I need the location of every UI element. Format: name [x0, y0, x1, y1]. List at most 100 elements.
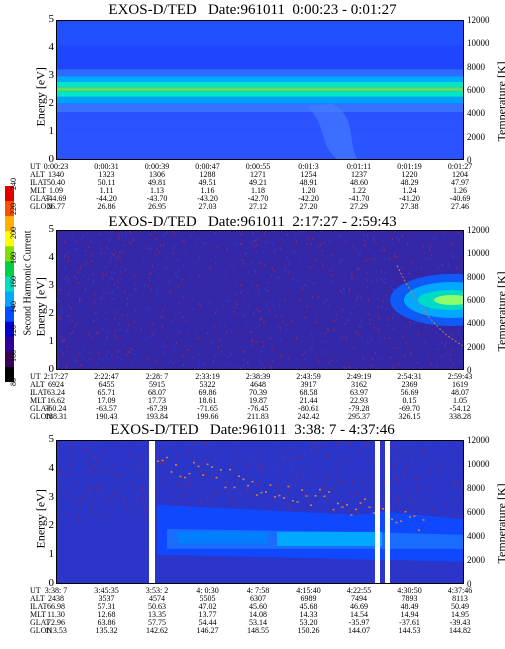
noise-speck: [410, 452, 412, 455]
noise-speck: [95, 487, 97, 490]
noise-speck: [312, 263, 314, 266]
noise-speck: [141, 498, 143, 501]
noise-speck: [58, 300, 60, 303]
temperature-point: [247, 484, 249, 487]
noise-speck: [119, 481, 121, 484]
noise-speck: [341, 479, 343, 482]
noise-speck: [366, 340, 368, 343]
noise-speck: [395, 478, 397, 481]
noise-speck: [298, 280, 300, 283]
ephemeris-value: 3537: [98, 594, 115, 603]
noise-speck: [62, 470, 64, 473]
noise-speck: [73, 248, 75, 251]
noise-speck: [141, 300, 143, 303]
ephemeris-value: 199.66: [196, 412, 219, 421]
noise-speck: [377, 329, 379, 332]
noise-speck: [311, 337, 313, 340]
noise-speck: [178, 302, 180, 305]
y2-axis-label: Temperature [K]: [494, 483, 505, 564]
noise-speck: [121, 474, 123, 477]
noise-speck: [205, 468, 207, 471]
noise-speck: [271, 472, 273, 475]
noise-speck: [166, 256, 168, 259]
noise-speck: [308, 348, 310, 351]
noise-speck: [73, 356, 75, 359]
ephemeris-value: 14.94: [400, 610, 419, 619]
noise-speck: [360, 319, 362, 322]
temperature-point: [296, 501, 299, 503]
y2-tick-label: 10000: [467, 38, 490, 49]
ephemeris-value: 4:15:40: [296, 586, 321, 595]
y2-tick-label: 8000: [467, 271, 485, 282]
noise-speck: [423, 251, 425, 254]
noise-speck: [283, 457, 285, 460]
noise-speck: [393, 465, 395, 468]
noise-speck: [165, 497, 167, 500]
noise-speck: [311, 296, 313, 299]
noise-speck: [146, 492, 148, 495]
noise-speck: [97, 470, 99, 473]
colorbar-segment: [5, 291, 14, 308]
noise-speck: [236, 479, 238, 482]
noise-speck: [369, 322, 371, 325]
noise-speck: [294, 459, 296, 462]
noise-speck: [144, 283, 146, 286]
noise-speck: [71, 446, 73, 449]
noise-speck: [210, 342, 212, 345]
noise-speck: [309, 266, 311, 269]
ephemeris-value: -41.20: [399, 194, 420, 203]
ephemeris-value: 1.09: [49, 186, 63, 195]
noise-speck: [246, 473, 248, 476]
noise-speck: [261, 316, 263, 319]
noise-speck: [441, 341, 443, 344]
noise-speck: [268, 337, 270, 340]
noise-speck: [164, 478, 166, 481]
noise-speck: [98, 351, 100, 354]
noise-speck: [178, 269, 180, 272]
noise-speck: [168, 362, 170, 365]
noise-speck: [76, 323, 78, 326]
noise-speck: [457, 488, 459, 491]
noise-speck: [310, 242, 312, 245]
noise-speck: [342, 308, 344, 311]
noise-speck: [100, 515, 102, 518]
ephemeris-value: 50.40: [47, 178, 65, 187]
noise-speck: [407, 500, 409, 503]
noise-speck: [184, 345, 186, 348]
noise-speck: [390, 493, 392, 496]
noise-speck: [347, 318, 349, 321]
noise-speck: [99, 233, 101, 236]
noise-speck: [406, 342, 408, 345]
noise-speck: [58, 316, 60, 319]
noise-speck: [333, 328, 335, 331]
noise-speck: [406, 489, 408, 492]
noise-speck: [121, 357, 123, 360]
noise-speck: [127, 441, 129, 444]
noise-speck: [76, 461, 78, 464]
noise-speck: [114, 283, 116, 286]
spectrogram-plot: [56, 440, 464, 584]
noise-speck: [385, 278, 387, 281]
noise-speck: [112, 291, 114, 294]
ephemeris-value: 26.86: [97, 202, 116, 211]
noise-speck: [251, 242, 253, 245]
noise-speck: [246, 321, 248, 324]
noise-speck: [456, 514, 458, 517]
noise-speck: [102, 329, 104, 332]
noise-speck: [146, 247, 148, 250]
noise-speck: [95, 363, 97, 366]
noise-speck: [288, 357, 290, 360]
y-tick-label: 4: [48, 461, 55, 474]
noise-speck: [456, 457, 458, 460]
noise-speck: [75, 277, 77, 280]
noise-speck: [84, 446, 86, 449]
ephemeris-value: 4648: [250, 380, 266, 389]
noise-speck: [403, 470, 405, 473]
noise-speck: [341, 492, 343, 495]
noise-speck: [95, 457, 97, 460]
noise-speck: [121, 251, 123, 254]
noise-speck: [187, 468, 189, 471]
noise-speck: [255, 269, 257, 272]
noise-speck: [360, 470, 362, 473]
noise-speck: [67, 491, 69, 494]
